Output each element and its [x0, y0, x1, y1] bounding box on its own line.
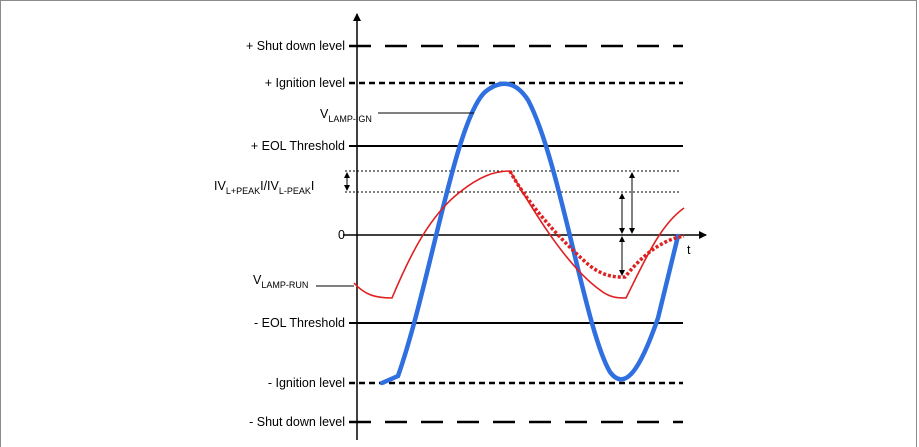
label-eol-pos: + EOL Threshold: [251, 139, 345, 153]
label-vlamp-run: VLAMP-RUN: [253, 273, 308, 290]
label-ignition-pos: + Ignition level: [265, 76, 345, 90]
label-ignition-neg: - Ignition level: [268, 376, 345, 390]
ignition-waveform: [379, 81, 681, 386]
run-waveform: [353, 170, 685, 299]
label-zero: 0: [338, 228, 345, 242]
label-shutdown-neg: - Shut down level: [249, 415, 345, 429]
label-peak: IVL+PEAKI/IVL-PEAKI: [214, 179, 314, 196]
label-vlamp-ign: VLAMP-IGN: [320, 107, 372, 124]
label-t-axis: t: [687, 243, 691, 257]
label-shutdown-pos: + Shut down level: [246, 39, 345, 53]
label-eol-neg: - EOL Threshold: [254, 316, 345, 330]
run-waveform-dashed: [508, 170, 685, 279]
